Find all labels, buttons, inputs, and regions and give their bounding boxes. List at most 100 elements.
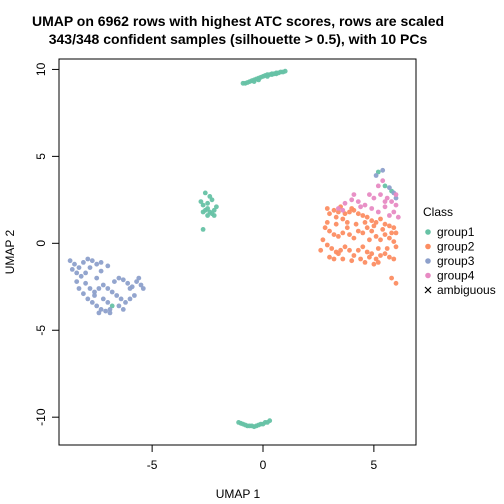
data-point-group3: [76, 286, 82, 291]
data-point-group1: [382, 183, 388, 189]
data-point-group1: [251, 424, 257, 430]
data-point-group1: [247, 423, 253, 429]
legend-marker-ambiguous: [424, 286, 432, 294]
data-point-group3: [98, 268, 104, 274]
x-tick-label: -5: [147, 458, 158, 472]
legend-label-ambiguous: ambiguous: [437, 283, 496, 297]
data-point-group3: [81, 291, 86, 297]
data-point-group4: [375, 209, 381, 215]
data-point-group3: [83, 270, 88, 276]
data-point-group2: [342, 244, 348, 250]
data-point-group2: [389, 275, 394, 281]
data-point-group3: [89, 300, 95, 305]
data-point-group1: [198, 199, 204, 205]
data-point-group3: [74, 270, 80, 276]
data-point-group2: [340, 230, 346, 236]
x-axis: -5 0 5: [147, 444, 378, 472]
data-point-group3: [138, 282, 144, 288]
data-point-group3: [109, 289, 115, 295]
data-point-group1: [245, 80, 250, 85]
data-point-group2: [387, 223, 392, 229]
data-point-group3: [380, 167, 386, 173]
data-point-group4: [336, 206, 341, 211]
data-point-group4: [351, 192, 357, 198]
data-point-group2: [371, 261, 377, 267]
data-point-group1: [200, 227, 206, 232]
data-point-group1: [200, 202, 206, 208]
data-point-group2: [322, 225, 328, 231]
data-point-group2: [382, 221, 388, 227]
data-point-group2: [342, 211, 348, 217]
data-point-group2: [375, 246, 381, 251]
data-point-group2: [373, 234, 379, 239]
data-point-group3: [98, 260, 104, 265]
data-point-group2: [327, 211, 332, 217]
data-point-group3: [107, 307, 113, 312]
data-point-group3: [127, 286, 133, 291]
data-point-group2: [378, 253, 383, 258]
data-point-group3: [120, 277, 126, 283]
data-point-group4: [342, 200, 348, 206]
data-point-group2: [362, 220, 368, 225]
data-point-group2: [382, 232, 388, 238]
data-point-group2: [320, 237, 326, 243]
data-point-group3: [373, 173, 379, 178]
data-point-group3: [136, 275, 142, 281]
data-point-group2: [360, 230, 366, 236]
data-point-group4: [391, 209, 397, 215]
data-point-group2: [333, 221, 339, 227]
data-point-group2: [351, 235, 357, 241]
data-point-group3: [107, 310, 113, 316]
data-point-group3: [87, 265, 93, 270]
legend-marker-group4: [425, 272, 431, 279]
data-point-group3: [94, 303, 100, 309]
data-point-group1: [238, 420, 244, 426]
data-point-group3: [134, 279, 140, 284]
legend-label-group1: group1: [437, 225, 475, 239]
data-point-group3: [120, 307, 126, 312]
data-point-group1: [205, 200, 211, 206]
y-tick-label: -10: [34, 408, 48, 426]
data-point-group2: [324, 220, 330, 225]
data-point-group2: [355, 228, 361, 234]
data-point-group3: [81, 260, 86, 265]
data-point-group2: [336, 251, 341, 257]
data-point-group4: [393, 202, 399, 208]
points-layer: [67, 68, 401, 430]
data-point-group1: [265, 74, 270, 79]
legend-label-group4: group4: [437, 269, 475, 283]
legend-label-group3: group3: [437, 254, 475, 268]
data-point-group4: [393, 192, 399, 198]
data-point-group1: [214, 204, 219, 210]
data-point-group2: [344, 225, 350, 231]
data-point-group2: [347, 232, 352, 238]
data-point-group2: [360, 213, 366, 218]
data-point-group3: [87, 286, 93, 291]
data-point-group3: [393, 195, 399, 201]
y-tick-label: 0: [34, 240, 48, 247]
x-axis-label: UMAP 1: [216, 487, 261, 501]
data-point-group2: [347, 209, 352, 215]
data-point-group4: [384, 195, 390, 201]
data-point-group1: [269, 72, 275, 77]
data-point-group2: [378, 216, 383, 222]
data-point-group3: [105, 300, 111, 305]
data-point-group2: [391, 225, 397, 231]
data-point-group1: [205, 213, 211, 218]
data-point-group2: [347, 247, 352, 253]
data-point-group2: [344, 220, 350, 225]
data-point-group4: [369, 206, 375, 211]
data-point-group4: [382, 199, 388, 205]
data-point-group3: [69, 267, 75, 272]
data-point-group3: [112, 279, 117, 284]
data-point-group3: [114, 293, 120, 298]
data-point-group3: [85, 256, 91, 262]
data-point-group1: [256, 77, 261, 83]
data-point-group2: [364, 225, 370, 231]
data-point-group2: [389, 230, 394, 236]
data-point-group1: [211, 207, 217, 213]
data-point-group2: [318, 247, 324, 253]
legend-marker-group2: [425, 243, 431, 250]
data-point-group2: [340, 256, 346, 262]
